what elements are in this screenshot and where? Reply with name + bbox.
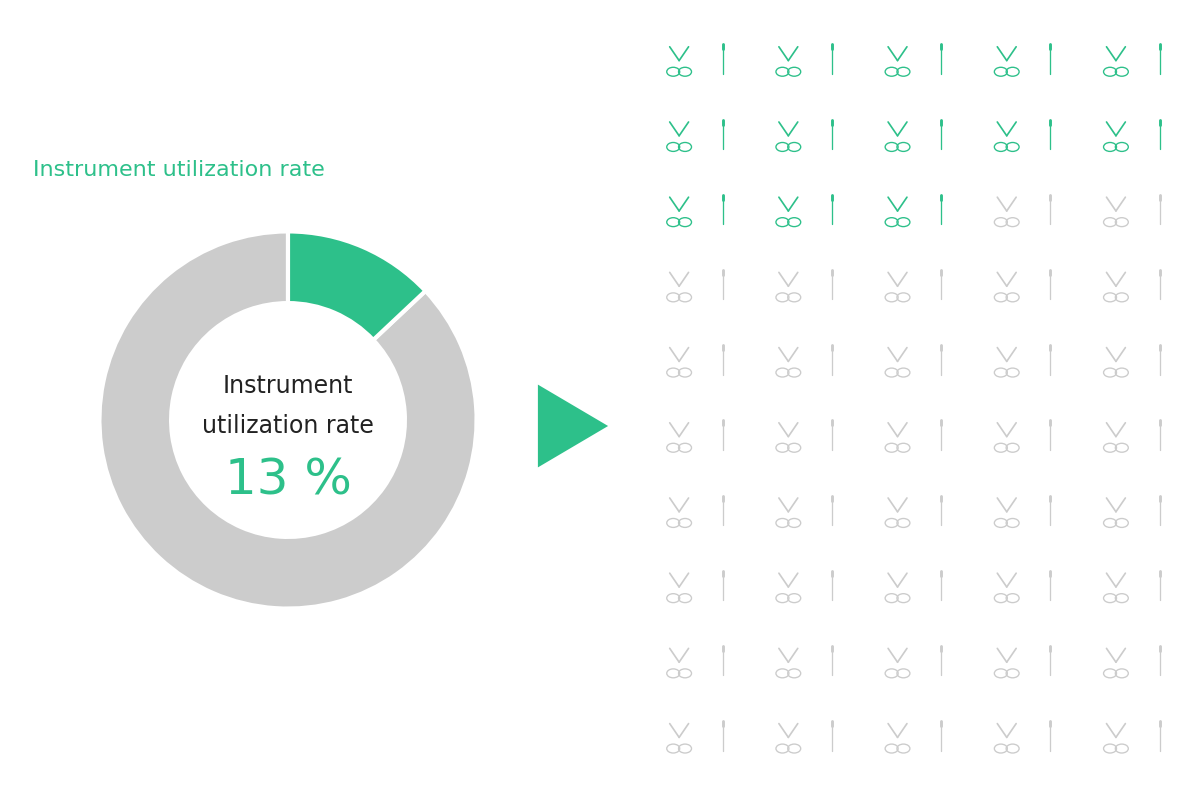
- Text: Instrument: Instrument: [223, 374, 353, 398]
- Text: 13 %: 13 %: [224, 456, 352, 504]
- Wedge shape: [100, 231, 476, 609]
- Text: utilization rate: utilization rate: [202, 414, 374, 438]
- Text: Instrument utilization rate: Instrument utilization rate: [34, 160, 325, 180]
- Polygon shape: [538, 385, 608, 467]
- Wedge shape: [288, 231, 426, 340]
